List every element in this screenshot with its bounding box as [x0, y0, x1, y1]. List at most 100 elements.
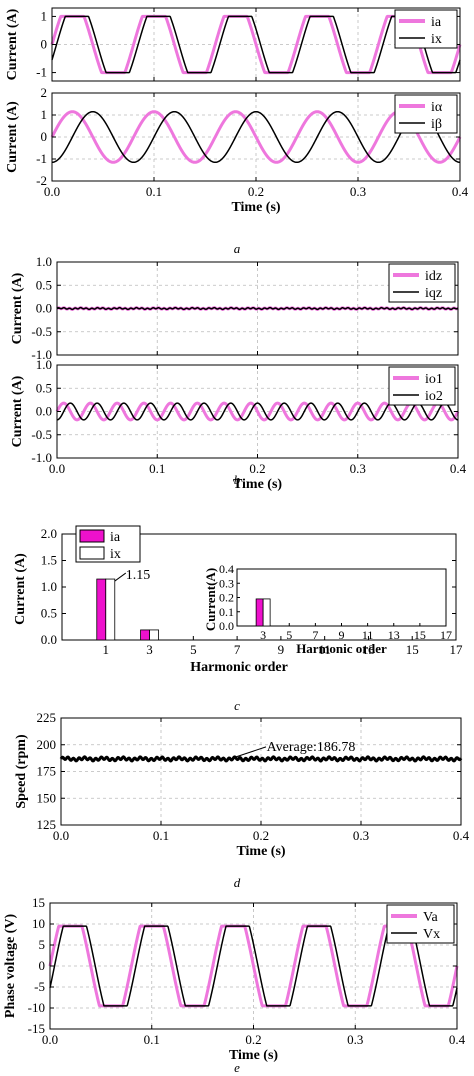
y-tick-label: -1.0	[31, 347, 52, 362]
y-tick-label: 15	[32, 895, 45, 910]
inset-y-tick-label: 0.3	[219, 576, 234, 590]
inset-x-tick-label: 15	[414, 628, 426, 642]
x-tick-label: 0.0	[42, 1032, 58, 1047]
series-line-ix	[51, 15, 461, 74]
y-tick-label: -1	[36, 151, 47, 166]
y-tick-label: 0.0	[41, 632, 57, 647]
legend: Va Vx	[386, 904, 455, 944]
legend: ia ix	[75, 525, 141, 563]
inset-bar-ia-h3	[255, 598, 264, 627]
x-tick-label: 17	[450, 642, 464, 657]
legend-box	[388, 366, 456, 406]
y-tick-label: 1	[41, 8, 48, 23]
x-tick-label: 0.0	[44, 184, 60, 199]
caption-b: b	[234, 472, 241, 487]
x-axis-label: Time (s)	[233, 477, 282, 492]
y-tick-label: 10	[32, 916, 45, 931]
chart-panel-c1: 0.00.51.01.52.01 3 5 7 9 11 13 15 171.15iaixHarm…	[13, 525, 464, 675]
y-tick-label: 1.0	[41, 579, 57, 594]
legend-entry: Va	[423, 910, 439, 925]
chart-panel-b1: -1.0 -0.5 0.0 0.5 1.0 Current (A) idz iqz	[10, 254, 459, 362]
legend-entry: ia	[110, 530, 121, 545]
y-tick-label: 0.0	[36, 404, 52, 419]
inset-x-tick-label: 5	[286, 628, 292, 642]
chart-panel-a1: -1 0 1 Current (A) ia ix	[5, 7, 462, 82]
legend-entry: iβ	[431, 117, 442, 132]
x-tick-label: 0.2	[249, 461, 265, 476]
x-tick-label: 0.4	[449, 1032, 466, 1047]
y-axis-label: Current (A)	[10, 272, 25, 344]
x-tick-label: 0.0	[53, 828, 69, 843]
series-line-iqz	[56, 306, 459, 311]
legend-entry: Vx	[423, 927, 440, 942]
x-tick-label: 0.4	[452, 184, 469, 199]
y-axis-label: Current (A)	[5, 101, 20, 173]
inset-x-tick-label: 9	[339, 628, 345, 642]
x-tick-label: 0.3	[347, 1032, 363, 1047]
legend-entry: io2	[425, 389, 443, 404]
legend-box	[394, 9, 458, 49]
x-axis-label: Time (s)	[231, 200, 280, 215]
y-tick-label: 225	[37, 710, 57, 725]
legend-entry: io1	[425, 372, 443, 387]
legend-box	[394, 94, 458, 134]
legend-entry: ia	[431, 15, 442, 30]
y-tick-label: 1	[41, 107, 48, 122]
x-tick-label: 7	[234, 642, 241, 657]
x-tick-label: 0.2	[248, 184, 264, 199]
legend-entry: ix	[110, 547, 121, 562]
x-tick-label: 0.4	[450, 461, 467, 476]
y-tick-label: 1.0	[36, 254, 52, 269]
inset-x-tick-label: 13	[388, 628, 400, 642]
legend: ia ix	[394, 9, 458, 49]
inset-y-tick-label: 0.4	[219, 562, 234, 576]
x-axis-label: Time (s)	[236, 844, 285, 859]
x-tick-label: 15	[406, 642, 419, 657]
y-tick-label: 200	[37, 737, 57, 752]
x-tick-label: 0.1	[146, 184, 162, 199]
x-tick-label: 9	[278, 642, 285, 657]
y-axis-label: Current (A)	[13, 553, 28, 625]
caption-c: c	[234, 698, 240, 713]
caption-d: d	[234, 875, 241, 890]
y-axis-label: Current (A)	[10, 375, 25, 447]
legend-box	[388, 263, 456, 303]
inset-x-tick-label: 17	[440, 628, 452, 642]
bar-ia-h3	[140, 629, 150, 641]
x-tick-label: 0.4	[453, 828, 470, 843]
y-axis-label: Speed (rpm)	[14, 734, 29, 809]
legend: iα iβ	[394, 94, 458, 134]
annotation-leader	[235, 746, 267, 758]
inset-y-tick-label: 0.1	[219, 605, 234, 619]
inset-y-tick-label: 0.0	[219, 619, 234, 633]
inset-frame	[236, 568, 447, 627]
bar-ix-h1	[105, 578, 116, 641]
y-tick-label: -15	[28, 1021, 45, 1036]
y-tick-label: 0	[39, 958, 46, 973]
y-tick-label: -0.5	[31, 427, 52, 442]
legend-entry: iα	[431, 100, 443, 115]
x-tick-label: 1	[103, 642, 110, 657]
series-line-io1	[55, 401, 460, 422]
legend-entry: iqz	[425, 286, 442, 301]
y-tick-label: 0.5	[36, 277, 52, 292]
y-tick-label: 0.5	[41, 606, 57, 621]
caption-e: e	[234, 1060, 240, 1075]
y-tick-label: 0.0	[36, 301, 52, 316]
bar-ix-h3	[149, 629, 159, 641]
x-axis-label: Time (s)	[229, 1048, 278, 1063]
y-tick-label: -2	[36, 173, 47, 188]
y-tick-label: -1.0	[31, 450, 52, 465]
legend-box	[386, 904, 455, 944]
caption-a: a	[234, 241, 241, 256]
annotation: Average:186.78	[267, 740, 356, 755]
annotation: 1.15	[126, 568, 150, 583]
legend-entry: idz	[425, 269, 442, 284]
x-tick-label: 0.1	[153, 828, 169, 843]
legend-entry: ix	[431, 32, 442, 47]
y-tick-label: 0	[41, 37, 48, 52]
inset-x-tick-label: 7	[312, 628, 318, 642]
